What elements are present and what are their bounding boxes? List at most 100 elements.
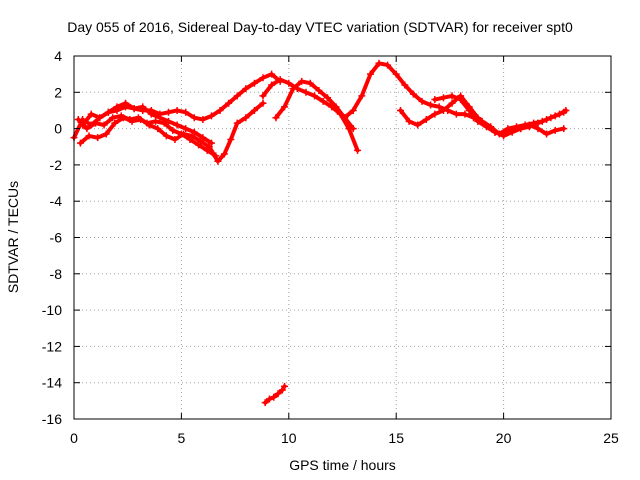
data-point bbox=[102, 130, 110, 138]
data-point bbox=[289, 85, 297, 93]
series-trace bbox=[273, 79, 356, 131]
data-point bbox=[285, 79, 293, 87]
data-point bbox=[276, 76, 284, 84]
data-point bbox=[482, 123, 490, 131]
data-point bbox=[457, 96, 465, 104]
data-point bbox=[76, 139, 84, 147]
data-point bbox=[216, 106, 224, 114]
data-point bbox=[551, 112, 559, 120]
series-arc10 bbox=[261, 382, 289, 407]
data-point bbox=[122, 99, 130, 107]
data-point bbox=[205, 143, 213, 151]
data-point bbox=[270, 393, 278, 401]
data-point bbox=[165, 108, 173, 116]
data-point bbox=[366, 70, 374, 78]
data-point bbox=[182, 125, 190, 133]
data-point bbox=[435, 103, 443, 111]
data-point bbox=[268, 81, 276, 89]
y-tick-label: -8 bbox=[50, 266, 63, 282]
data-point bbox=[162, 132, 170, 140]
y-tick-label: -6 bbox=[50, 230, 63, 246]
data-point bbox=[418, 97, 426, 105]
data-point bbox=[349, 125, 357, 133]
data-point bbox=[474, 117, 482, 125]
data-point bbox=[85, 132, 93, 140]
data-point bbox=[439, 106, 447, 114]
data-point bbox=[96, 114, 104, 122]
data-point bbox=[154, 125, 162, 133]
data-point bbox=[268, 70, 276, 78]
data-point bbox=[169, 126, 177, 134]
data-point bbox=[188, 132, 196, 140]
data-point bbox=[79, 121, 87, 129]
data-point bbox=[315, 86, 323, 94]
series-trace bbox=[80, 101, 214, 146]
data-point bbox=[278, 386, 286, 394]
data-point bbox=[274, 390, 282, 398]
data-point bbox=[199, 134, 207, 142]
data-point bbox=[225, 99, 233, 107]
data-point bbox=[461, 110, 469, 118]
y-tick-label: 4 bbox=[54, 48, 62, 64]
x-axis-label: GPS time / hours bbox=[289, 457, 396, 473]
data-point bbox=[281, 382, 289, 390]
data-point bbox=[147, 110, 155, 118]
data-point bbox=[195, 141, 203, 149]
data-point bbox=[227, 135, 235, 143]
data-point bbox=[259, 99, 267, 107]
data-point bbox=[91, 119, 99, 127]
data-point bbox=[137, 116, 145, 124]
data-point bbox=[220, 150, 228, 158]
data-point bbox=[233, 119, 241, 127]
y-tick-label: -2 bbox=[50, 157, 63, 173]
data-point bbox=[165, 117, 173, 125]
data-point bbox=[199, 116, 207, 124]
series-arc3 bbox=[76, 99, 267, 165]
data-point bbox=[265, 395, 273, 403]
data-point bbox=[130, 105, 138, 113]
data-point bbox=[543, 116, 551, 124]
data-point bbox=[414, 121, 422, 129]
y-tick-label: -14 bbox=[42, 375, 62, 391]
data-point bbox=[534, 119, 542, 127]
x-tick-label: 10 bbox=[281, 430, 297, 446]
data-point bbox=[431, 110, 439, 118]
data-point bbox=[452, 110, 460, 118]
data-point bbox=[250, 106, 258, 114]
data-point bbox=[448, 92, 456, 100]
data-point bbox=[242, 114, 250, 122]
data-point bbox=[100, 121, 108, 129]
data-point bbox=[525, 123, 533, 131]
data-point bbox=[214, 157, 222, 165]
y-tick-label: 0 bbox=[54, 121, 62, 137]
data-point bbox=[74, 116, 82, 124]
data-point bbox=[396, 106, 404, 114]
data-point bbox=[145, 121, 153, 129]
data-point bbox=[341, 114, 349, 122]
x-tick-label: 0 bbox=[70, 430, 78, 446]
data-point bbox=[94, 134, 102, 142]
data-point bbox=[113, 103, 121, 111]
data-point bbox=[500, 132, 508, 140]
x-tick-label: 15 bbox=[388, 430, 404, 446]
data-point bbox=[409, 90, 417, 98]
data-point bbox=[83, 125, 91, 133]
x-tick-label: 20 bbox=[496, 430, 512, 446]
data-point bbox=[306, 79, 314, 87]
data-point bbox=[104, 108, 112, 116]
data-point bbox=[508, 128, 516, 136]
data-point bbox=[109, 114, 117, 122]
data-point bbox=[405, 117, 413, 125]
data-point bbox=[259, 74, 267, 82]
data-point bbox=[319, 97, 327, 105]
data-point bbox=[392, 70, 400, 78]
data-point bbox=[197, 137, 205, 145]
data-point bbox=[358, 92, 366, 100]
data-point bbox=[180, 130, 188, 138]
data-point bbox=[173, 121, 181, 129]
chart-title: Day 055 of 2016, Sidereal Day-to-day VTE… bbox=[67, 19, 573, 35]
data-point bbox=[465, 106, 473, 114]
data-point bbox=[156, 114, 164, 122]
